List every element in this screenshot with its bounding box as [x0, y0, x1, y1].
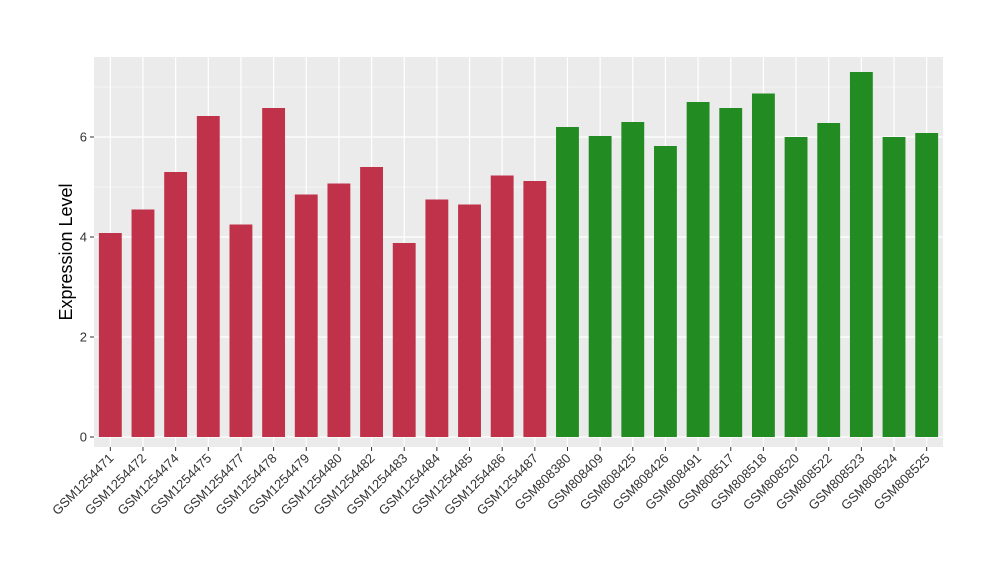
x-axis: GSM1254471GSM1254472GSM1254474GSM1254475…	[49, 447, 933, 518]
bar	[654, 146, 677, 437]
bar	[262, 108, 286, 437]
y-tick-label: 2	[80, 330, 87, 345]
bar	[425, 199, 449, 437]
plot-panel	[94, 57, 943, 447]
bar	[196, 116, 220, 437]
bar	[98, 233, 122, 437]
bar	[621, 122, 645, 437]
bar	[327, 183, 351, 437]
bar	[915, 133, 939, 437]
bar	[588, 136, 612, 437]
bar	[523, 181, 547, 437]
y-tick-label: 4	[80, 230, 87, 245]
y-axis-title: Expression Level	[56, 183, 76, 320]
y-tick-label: 6	[80, 130, 87, 145]
bar	[784, 137, 808, 437]
bar	[751, 93, 775, 437]
bar	[458, 204, 481, 437]
bar	[229, 224, 253, 437]
y-tick-label: 0	[80, 430, 87, 445]
bar	[556, 127, 579, 437]
bar	[849, 72, 873, 437]
bars	[98, 72, 939, 437]
bar	[294, 194, 318, 437]
bar	[817, 123, 841, 437]
bar	[490, 175, 514, 437]
bar	[360, 167, 383, 437]
bar	[164, 172, 188, 437]
y-axis: 0 2 4 6	[80, 130, 94, 445]
bar	[882, 137, 906, 437]
bar	[392, 243, 416, 437]
bar	[686, 102, 710, 437]
bar	[719, 108, 743, 437]
bar	[131, 209, 155, 437]
